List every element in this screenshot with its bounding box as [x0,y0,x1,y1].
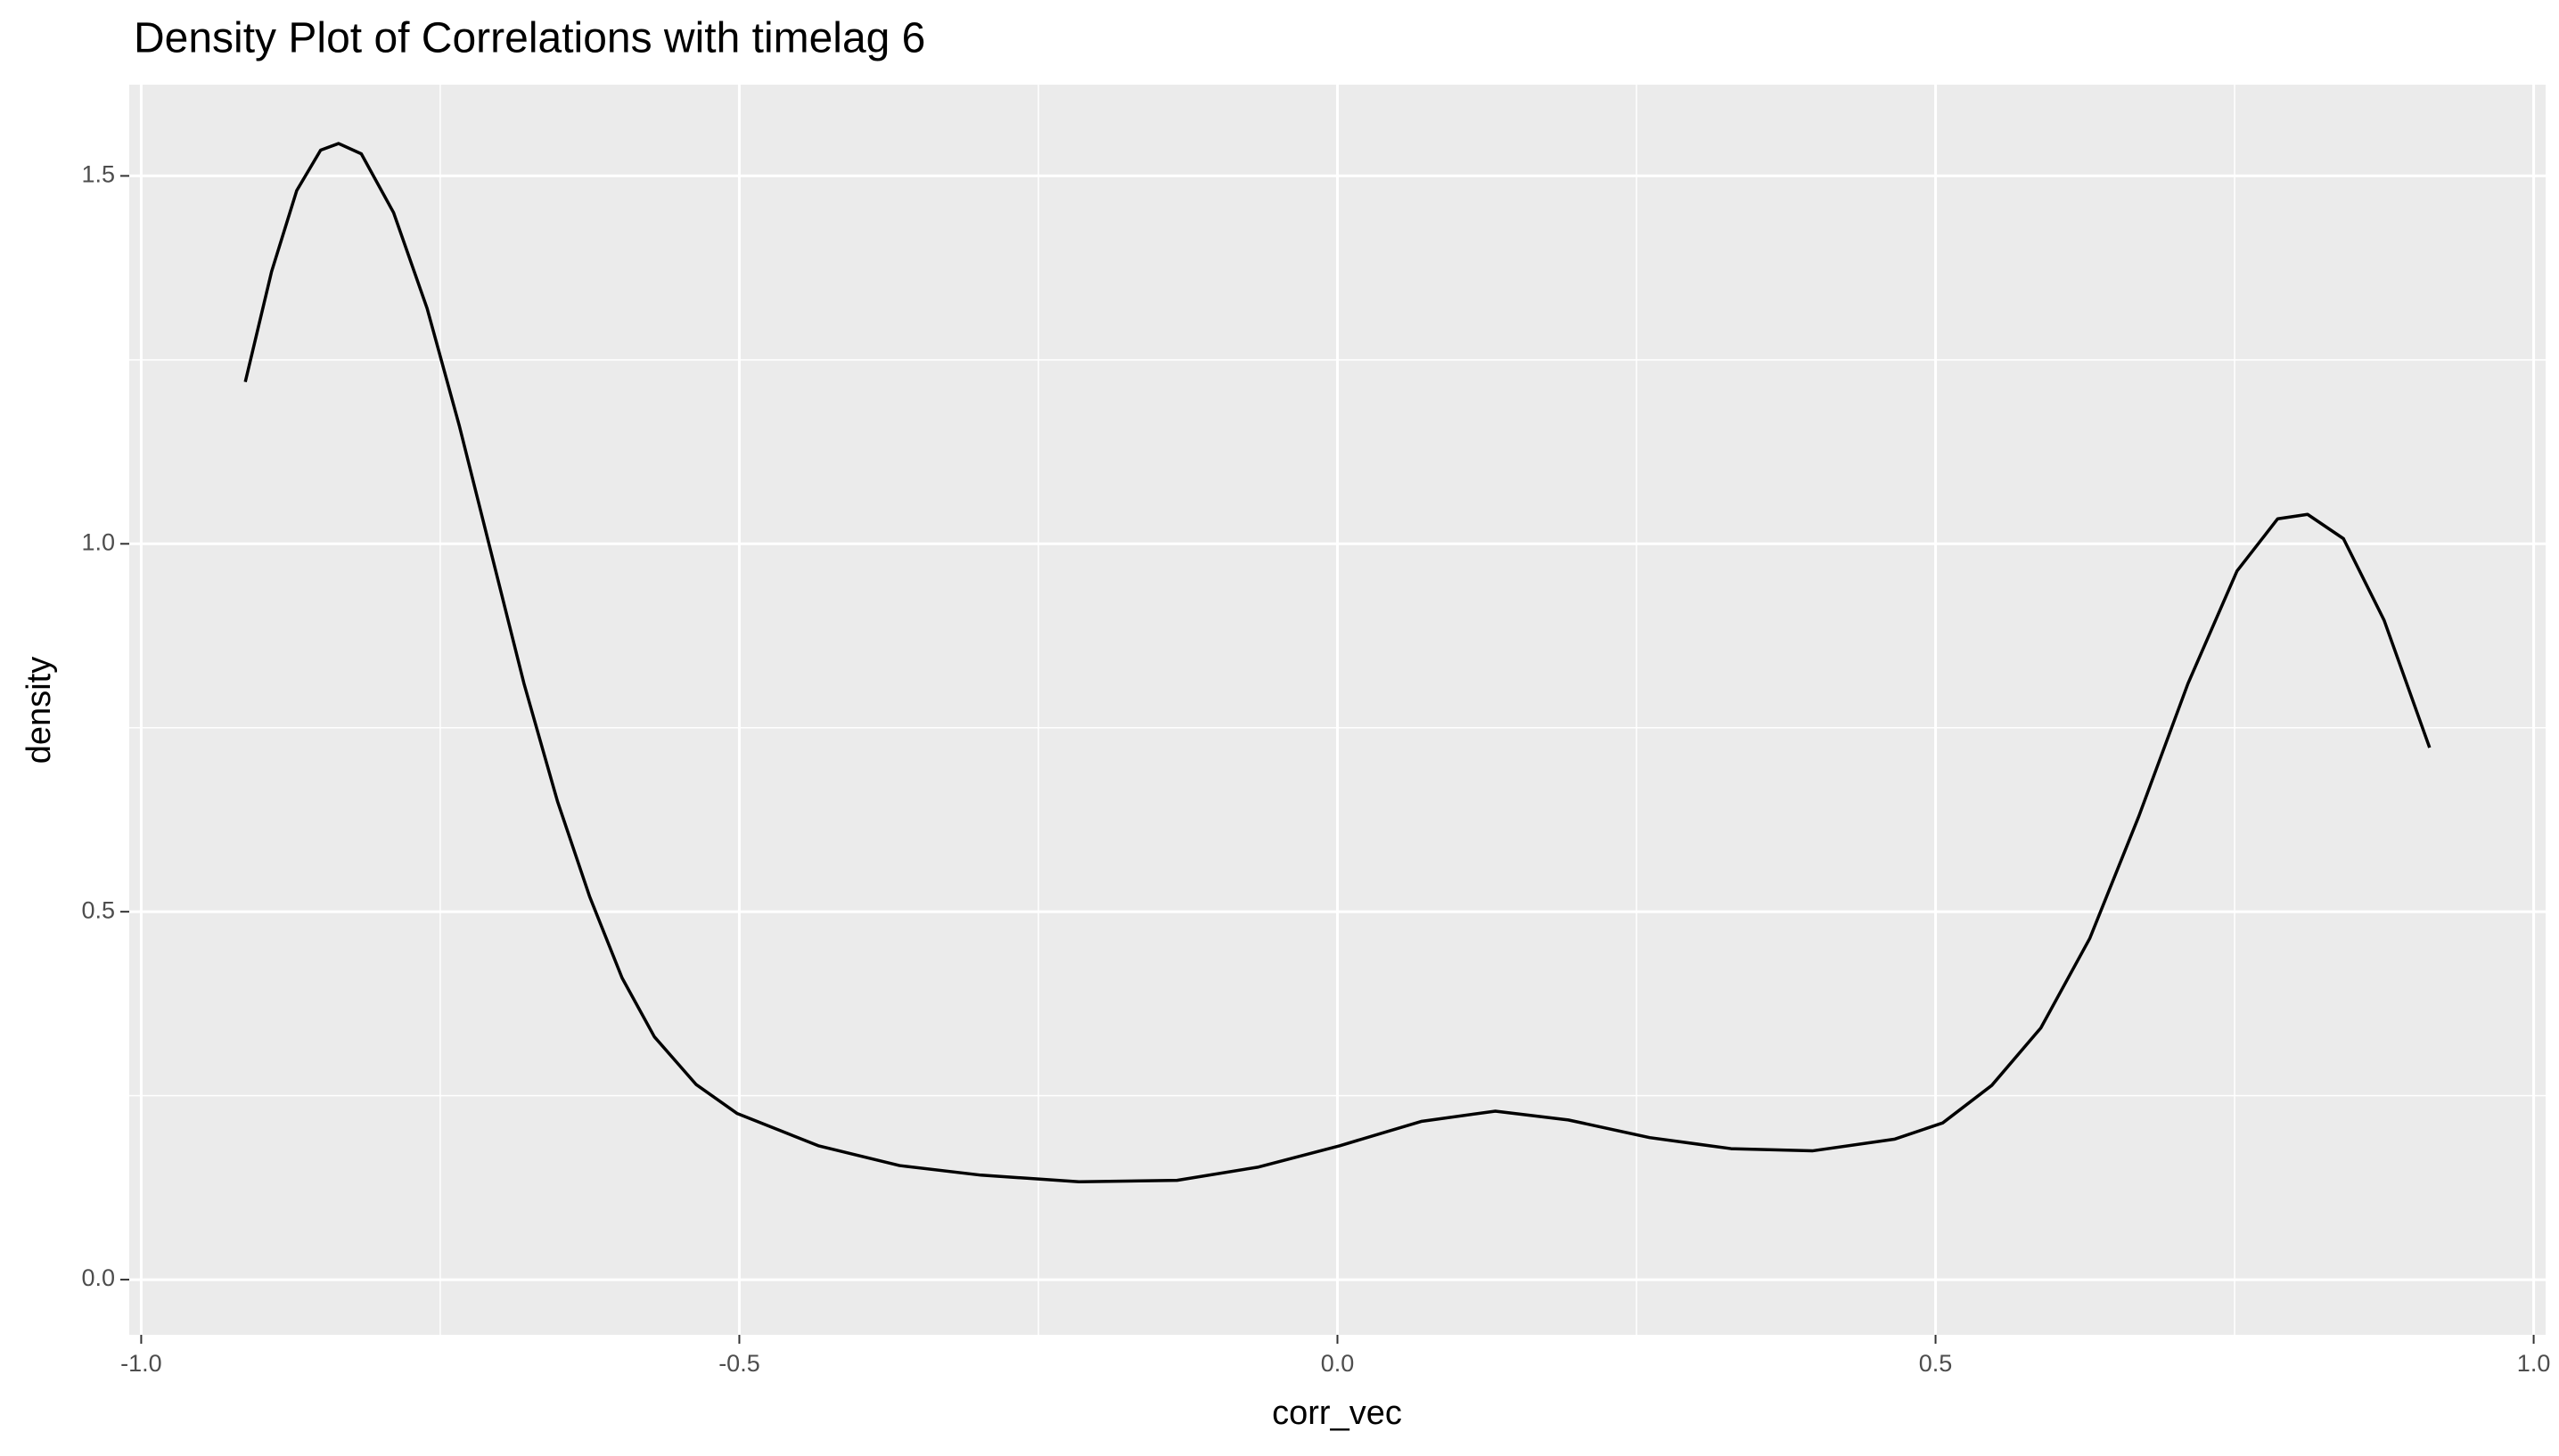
density-line [243,142,2432,1183]
y-tick-label: 1.5 [81,161,115,188]
y-tick-label: 1.0 [81,528,115,555]
y-tick-label: 0.0 [81,1264,115,1291]
x-tick-label: 0.5 [1919,1350,1953,1377]
y-tick-label: 0.5 [81,896,115,923]
y-axis-title: density [21,657,58,764]
x-tick-label: 0.0 [1321,1350,1355,1377]
chart-title: Density Plot of Correlations with timela… [134,15,925,62]
x-tick-label: -1.0 [120,1350,162,1377]
x-tick-label: 1.0 [2517,1350,2551,1377]
x-tick-label: -0.5 [718,1350,760,1377]
x-axis-title: corr_vec [1272,1395,1402,1432]
